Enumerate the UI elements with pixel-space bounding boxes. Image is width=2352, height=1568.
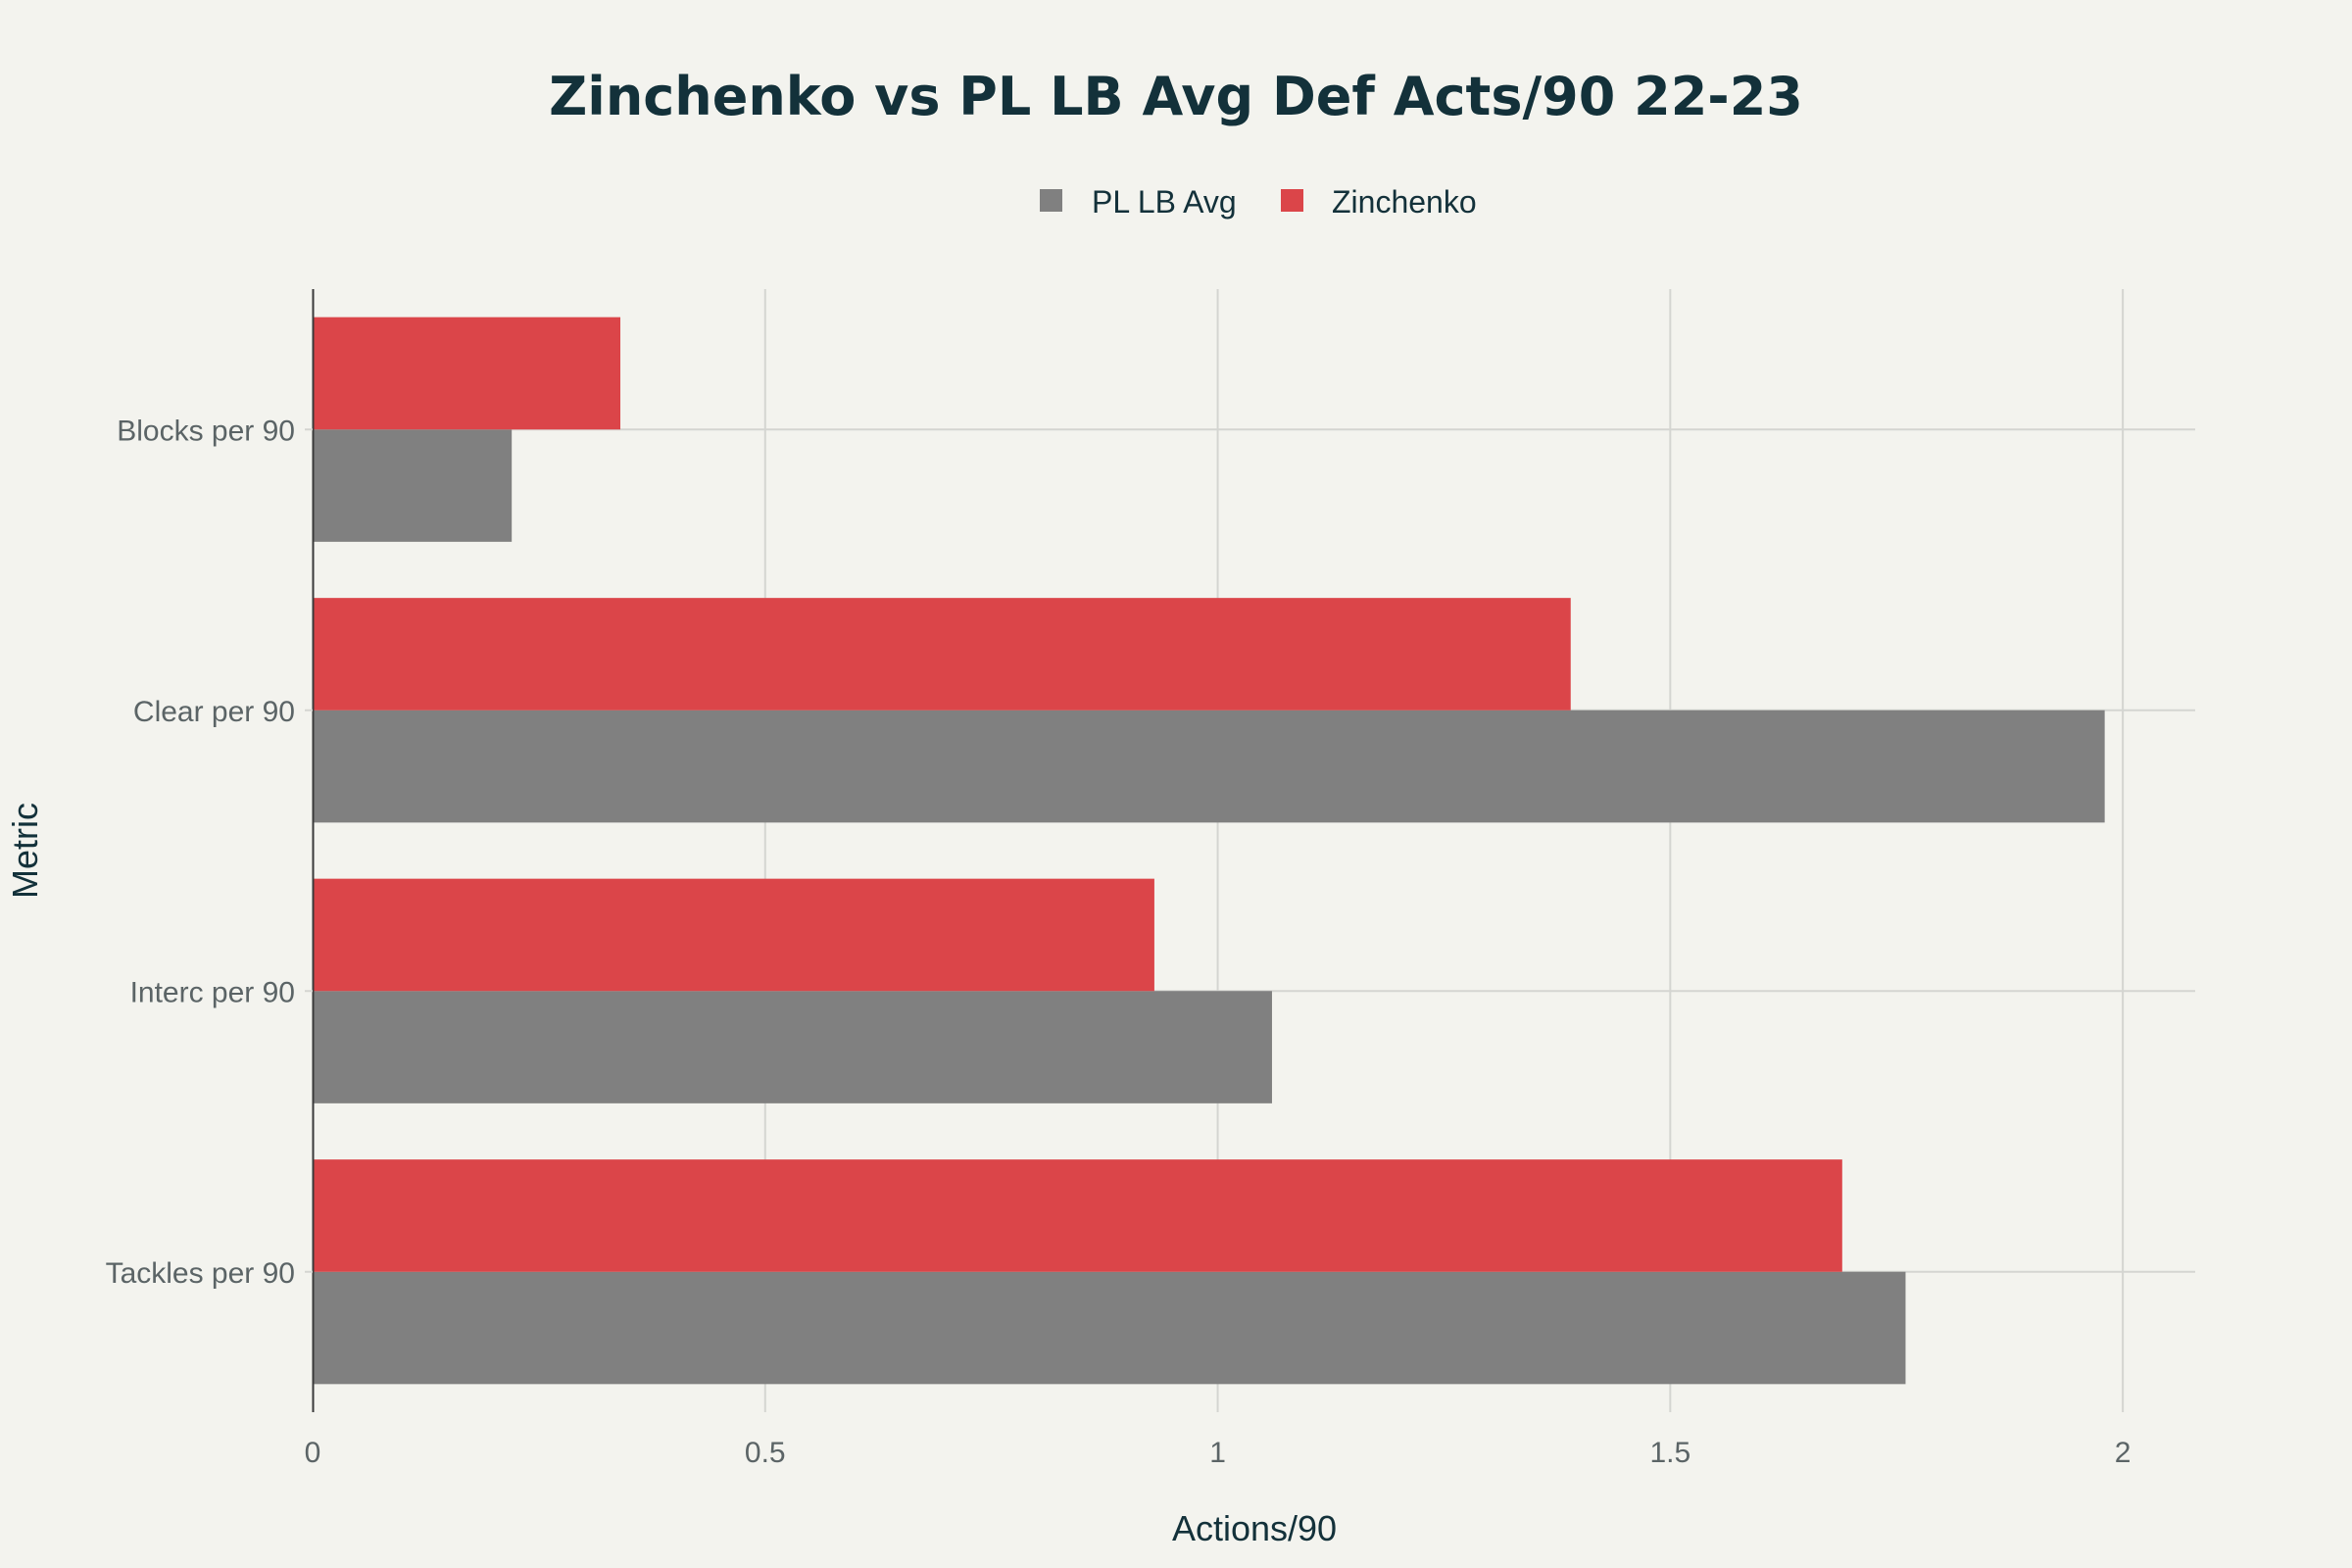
x-tick-label: 2 — [2115, 1437, 2132, 1469]
x-axis-ticks: 0 0.5 1 1.5 2 — [305, 1437, 2132, 1469]
bar-pl-lb-avg-interc-per-90 — [313, 991, 1272, 1103]
y-tick-label: Clear per 90 — [133, 696, 295, 728]
y-tick-label: Tackles per 90 — [106, 1257, 295, 1290]
bar-pl-lb-avg-tackles-per-90 — [313, 1271, 1906, 1385]
x-axis-title: Actions/90 — [1172, 1508, 1337, 1548]
bar-zinchenko-clear-per-90 — [313, 598, 1571, 710]
legend: PL LB Avg Zinchenko — [1040, 184, 1477, 220]
bar-pl-lb-avg-blocks-per-90 — [313, 429, 513, 542]
bar-pl-lb-avg-clear-per-90 — [313, 710, 2105, 823]
bar-zinchenko-blocks-per-90 — [313, 317, 621, 430]
legend-label-pl-lb-avg: PL LB Avg — [1092, 184, 1237, 220]
y-axis-ticks: Blocks per 90 Clear per 90 Interc per 90 Ta… — [106, 415, 313, 1290]
y-tick-label: Interc per 90 — [130, 976, 295, 1008]
bar-zinchenko-tackles-per-90 — [313, 1159, 1842, 1272]
x-tick-label: 1.5 — [1649, 1437, 1690, 1469]
x-tick-label: 0.5 — [745, 1437, 786, 1469]
chart-title: Zinchenko vs PL LB Avg Def Acts/90 22-23 — [549, 66, 1803, 127]
x-tick-label: 1 — [1209, 1437, 1226, 1469]
legend-label-zinchenko: Zinchenko — [1332, 184, 1477, 220]
bar-zinchenko-interc-per-90 — [313, 878, 1154, 992]
y-tick-label: Blocks per 90 — [117, 415, 295, 447]
x-tick-label: 0 — [305, 1437, 321, 1469]
legend-swatch-pl-lb-avg — [1040, 189, 1062, 212]
y-axis-title: Metric — [5, 803, 45, 899]
bars — [313, 317, 2105, 1385]
legend-swatch-zinchenko — [1281, 189, 1303, 212]
